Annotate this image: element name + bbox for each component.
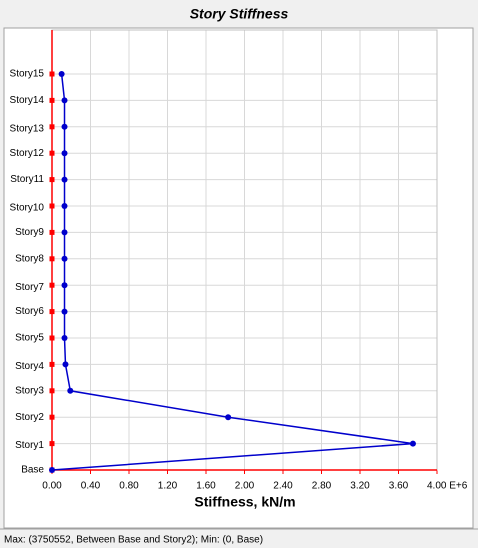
x-tick-label: 2.80 [312, 481, 332, 492]
x-tick-label: 1.60 [196, 481, 216, 492]
story-marker [49, 229, 55, 235]
x-tick-label: 2.00 [235, 481, 255, 492]
data-point [61, 123, 68, 130]
story-marker [49, 256, 55, 262]
data-point [58, 71, 65, 77]
data-point [225, 414, 232, 421]
story-marker [49, 309, 55, 315]
y-tick-label: Story8 [15, 253, 44, 264]
y-tick-label: Story5 [15, 333, 44, 344]
chart-title: Story Stiffness [190, 6, 289, 22]
footer-text: Max: (3750552, Between Base and Story2);… [4, 535, 263, 546]
y-tick-label: Story9 [15, 227, 44, 238]
data-point [67, 387, 74, 394]
y-tick-label: Story3 [15, 385, 44, 396]
y-tick-label: Story4 [15, 361, 44, 372]
y-tick-label: Base [21, 465, 44, 476]
y-tick-label: Story2 [15, 412, 44, 423]
data-point [61, 229, 68, 236]
y-tick-label: Story11 [10, 174, 44, 185]
y-tick-label: Story10 [10, 203, 45, 214]
y-tick-label: Story7 [15, 282, 44, 293]
x-tick-label: 0.00 [42, 481, 62, 492]
y-tick-label: Story6 [15, 306, 44, 317]
story-marker [49, 335, 55, 341]
story-marker [49, 150, 55, 156]
series-line [51, 73, 414, 471]
x-tick-label: 1.20 [158, 481, 178, 492]
data-point [61, 150, 68, 157]
y-tick-label: Story14 [10, 95, 45, 106]
x-tick-label: 3.20 [350, 481, 370, 492]
story-marker [49, 441, 55, 447]
x-tick-label: 0.40 [81, 481, 101, 492]
x-tick-label: 4.00 E+6 [427, 481, 468, 492]
x-tick-label: 3.60 [389, 481, 409, 492]
story-marker [49, 177, 55, 183]
data-point [61, 282, 68, 289]
y-tick-label: Story15 [10, 69, 45, 80]
story-marker [49, 97, 55, 103]
data-point [49, 467, 55, 473]
story-marker [49, 361, 55, 367]
story-marker [49, 388, 55, 394]
story-marker [49, 203, 55, 209]
chart-panel [3, 27, 474, 529]
y-tick-label: Story13 [10, 123, 45, 134]
data-point [409, 440, 416, 447]
data-point [61, 255, 68, 262]
data-point [62, 361, 69, 368]
y-tick-label: Story12 [10, 148, 45, 159]
data-point [61, 176, 68, 183]
story-marker [49, 282, 55, 288]
story-marker [49, 414, 55, 420]
data-point [61, 97, 68, 104]
data-point [61, 335, 68, 341]
data-point [61, 308, 68, 315]
x-tick-label: 0.80 [119, 481, 139, 492]
story-marker [49, 124, 55, 130]
data-point [61, 203, 68, 209]
x-axis-label: Stiffness, kN/m [194, 494, 295, 510]
y-tick-label: Story1 [15, 440, 44, 451]
story-marker [49, 71, 55, 77]
x-tick-label: 2.40 [273, 481, 293, 492]
